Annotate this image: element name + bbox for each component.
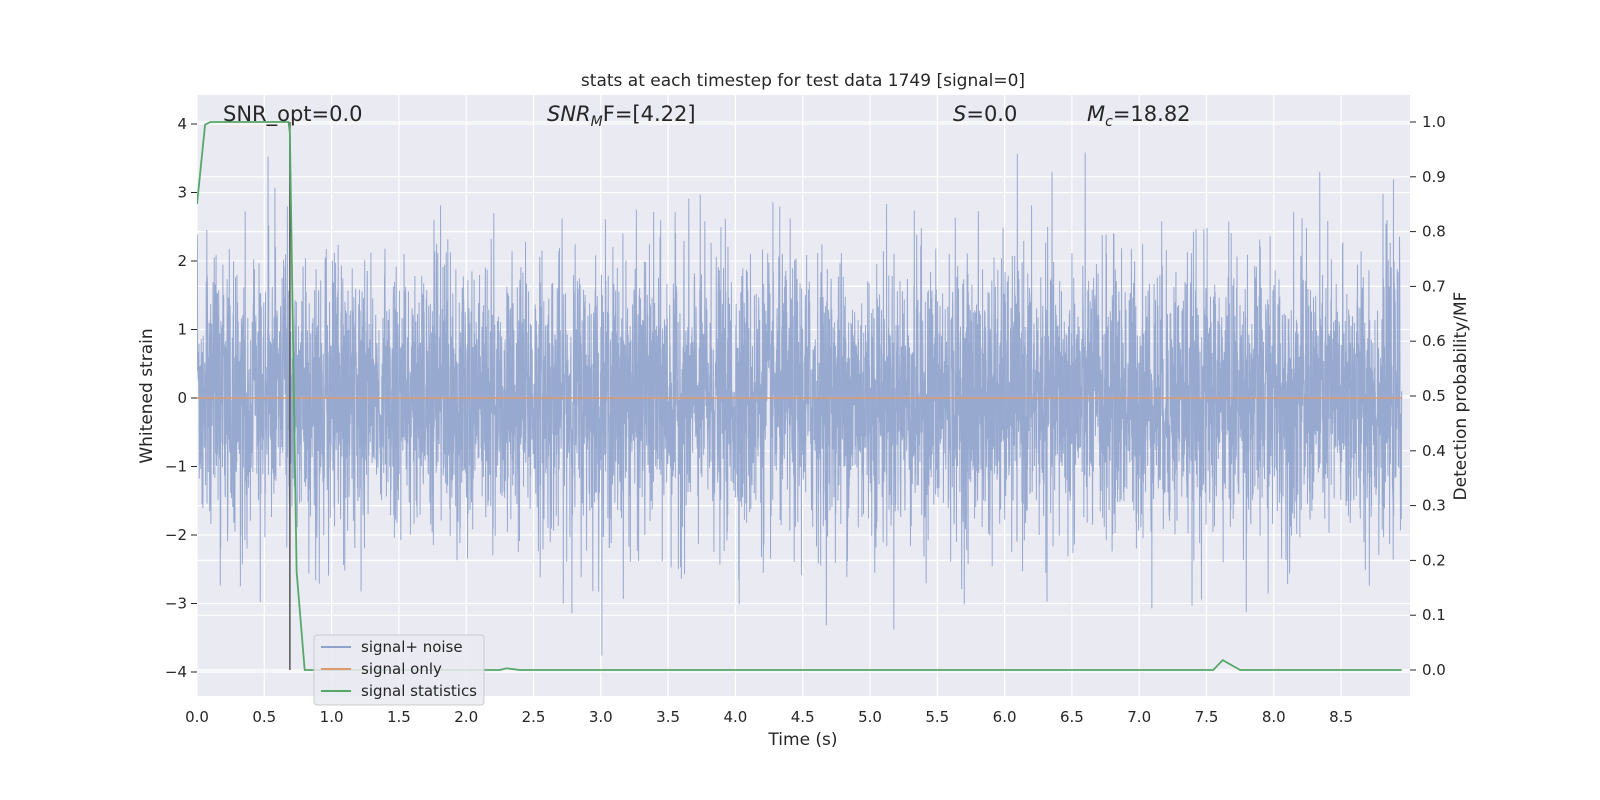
x-tick-label: 7.0	[1127, 708, 1151, 726]
y-tick-label: 0	[177, 389, 187, 407]
series-signal-statistics	[197, 121, 1402, 671]
y2-tick-label: 0.7	[1422, 277, 1446, 295]
annotation-snr-mf-rest: F=[4.22]	[603, 102, 696, 126]
ticks: 0.0 0.5 1.0 1.5 2.0 2.5 3.0 3.5 4.0 4.5 5.0 5.5 6.0 6…	[165, 113, 1446, 726]
x-tick-label: 8.5	[1329, 708, 1353, 726]
annotation-mc-sub: c	[1105, 114, 1113, 130]
x-tick-label: 8.0	[1262, 708, 1286, 726]
y2-tick-label: 0.1	[1422, 606, 1446, 624]
annotation-snr-mf-sub: M	[591, 114, 603, 130]
y2-tick-label: 0.6	[1422, 332, 1446, 350]
legend-box	[313, 634, 485, 706]
y2-tick-label: 0.4	[1422, 442, 1446, 460]
annotation-s-main: S	[953, 102, 966, 126]
y2-tick-label: 0.9	[1422, 168, 1446, 186]
annotation-s-rest: =0.0	[966, 102, 1017, 126]
x-tick-label: 1.5	[387, 708, 411, 726]
y-tick-label: −3	[165, 595, 187, 613]
x-tick-label: 2.5	[522, 708, 546, 726]
y2-axis-label: Detection probability/MF	[1451, 292, 1471, 501]
y-tick-label: −2	[165, 526, 187, 544]
legend: signal+ noise signal only signal statist…	[313, 634, 485, 706]
x-tick-label: 6.5	[1060, 708, 1084, 726]
x-tick-label: 2.0	[454, 708, 478, 726]
y2-tick-label: 1.0	[1422, 113, 1446, 131]
y-tick-label: −1	[165, 458, 187, 476]
y-tick-label: 1	[177, 321, 187, 339]
x-tick-label: 5.0	[858, 708, 882, 726]
series-layer	[197, 121, 1403, 671]
annotation-s: S=0.0	[953, 102, 1017, 126]
chart-title: stats at each timestep for test data 174…	[581, 71, 1025, 91]
y2-tick-label: 0.5	[1422, 387, 1446, 405]
x-tick-label: 3.0	[589, 708, 613, 726]
legend-label-signal-noise: signal+ noise	[361, 638, 463, 656]
y2-tick-label: 0.2	[1422, 551, 1446, 569]
x-tick-label: 7.5	[1195, 708, 1219, 726]
x-tick-label: 5.5	[925, 708, 949, 726]
legend-label-signal-statistics: signal statistics	[361, 682, 477, 700]
y-tick-label: −4	[165, 663, 187, 681]
x-tick-label: 4.0	[723, 708, 747, 726]
series-signal-noise	[197, 152, 1403, 656]
x-tick-label: 1.0	[320, 708, 344, 726]
x-axis-label: Time (s)	[767, 730, 837, 750]
x-tick-label: 0.5	[252, 708, 276, 726]
annotation-snr-mf-main: SNR	[547, 102, 591, 126]
annotation-mc: Mc=18.82	[1087, 102, 1191, 130]
y2-tick-label: 0.3	[1422, 497, 1446, 515]
y-axis-label: Whitened strain	[137, 328, 157, 463]
x-tick-label: 4.5	[791, 708, 815, 726]
x-tick-label: 0.0	[185, 708, 209, 726]
annotation-mc-rest: =18.82	[1113, 102, 1191, 126]
y2-tick-label: 0.8	[1422, 223, 1446, 241]
y-tick-label: 4	[177, 115, 187, 133]
x-tick-label: 6.0	[993, 708, 1017, 726]
annotation-snr-opt: SNR_opt=0.0	[223, 102, 363, 127]
y-tick-label: 2	[177, 252, 187, 270]
x-tick-label: 3.5	[656, 708, 680, 726]
y-tick-label: 3	[177, 184, 187, 202]
y2-tick-label: 0.0	[1422, 661, 1446, 679]
legend-label-signal-only: signal only	[361, 660, 442, 678]
annotation-mc-main: M	[1087, 102, 1105, 126]
annotation-snr-mf: SNRMF=[4.22]	[547, 102, 696, 130]
